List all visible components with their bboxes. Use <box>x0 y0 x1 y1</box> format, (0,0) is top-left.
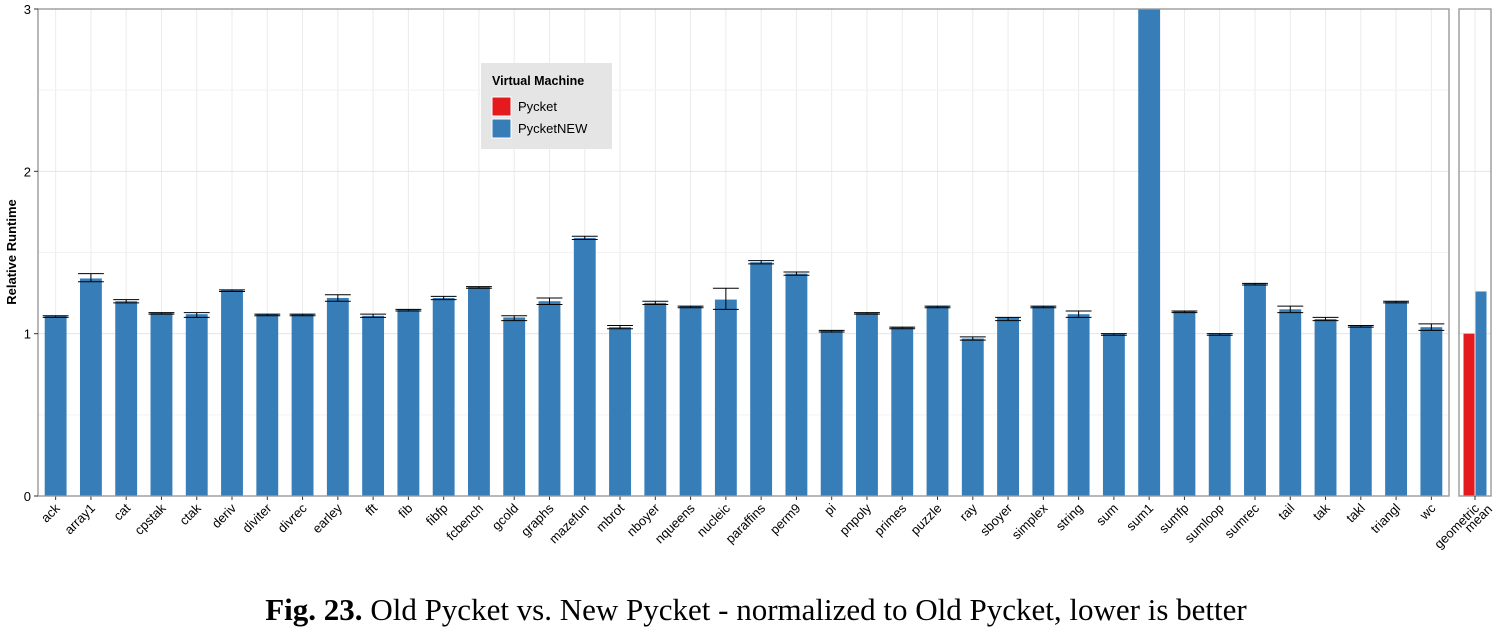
y-axis: 0 1 2 3 <box>24 2 38 504</box>
y-tick-label: 1 <box>24 327 31 342</box>
x-tick-label: sumloop <box>1181 501 1226 546</box>
bar-array1 <box>79 278 102 496</box>
caption-text: Old Pycket vs. New Pycket - normalized t… <box>370 592 1247 627</box>
y-axis-label: Relative Runtime <box>4 199 19 304</box>
bar-tak <box>1314 319 1337 496</box>
bar-wc <box>1420 327 1443 496</box>
figure-caption: Fig. 23. Old Pycket vs. New Pycket - nor… <box>0 592 1512 628</box>
bar-nucleic <box>714 299 737 496</box>
bar-string <box>1067 314 1090 496</box>
bar-triangl <box>1385 301 1408 496</box>
bar-mbrot <box>609 327 631 496</box>
bar-divrec <box>291 314 314 496</box>
bar-tail <box>1279 309 1302 496</box>
legend-label-pycketnew: PycketNEW <box>518 121 588 136</box>
bar-pi <box>820 330 843 496</box>
x-tick-label: ray <box>957 500 981 524</box>
bar-perm9 <box>785 273 808 496</box>
bar-mean-pycketnew <box>1475 291 1487 496</box>
bar-simplex <box>1032 306 1055 496</box>
x-tick-label: paraffins <box>723 500 769 546</box>
x-tick-label: mbrot <box>593 500 627 534</box>
bar-fft <box>362 315 385 496</box>
x-tick-label: fib <box>395 501 415 521</box>
bar-mean-pycket <box>1463 333 1475 496</box>
x-tick-label: pnpoly <box>836 500 874 538</box>
bar-graphs <box>538 301 561 496</box>
bar-pnpoly <box>856 312 878 496</box>
x-tick-label: string <box>1053 501 1086 534</box>
y-tick-label: 0 <box>24 489 31 504</box>
legend-key-pycketnew <box>491 118 512 139</box>
x-tick-label: cat <box>110 500 133 523</box>
x-tick-label: ack <box>38 500 63 525</box>
y-tick-label: 2 <box>24 164 31 179</box>
bar-deriv <box>221 289 243 496</box>
x-tick-label: array1 <box>61 501 98 538</box>
bar-sumfp <box>1173 310 1196 496</box>
x-tick-label: diviter <box>239 500 275 536</box>
x-tick-label: fft <box>362 500 380 518</box>
bar-sum1 <box>1138 9 1161 496</box>
x-tick-label: pi <box>821 500 839 518</box>
bar-takl <box>1349 325 1372 496</box>
bar-sum <box>1102 333 1125 496</box>
x-tick-label: deriv <box>209 500 240 531</box>
x-tick-label: mazefun <box>546 501 592 547</box>
x-tick-label: perm9 <box>767 501 804 538</box>
bar-ctak <box>185 314 208 496</box>
x-tick-label: tak <box>1310 500 1333 523</box>
x-tick-label: fibfp <box>423 501 451 529</box>
bar-diviter <box>256 314 279 496</box>
bar-puzzle <box>926 306 949 496</box>
legend: Virtual Machine Pycket PycketNEW <box>481 63 612 149</box>
x-tick-label: cpstak <box>131 500 169 538</box>
x-tick-label: sum <box>1093 501 1121 529</box>
x-tick-label: earley <box>309 500 345 536</box>
x-tick-label: divrec <box>275 500 310 535</box>
bar-cat <box>115 301 138 496</box>
x-tick-label: nqueens <box>652 500 698 546</box>
main-panel-border <box>37 8 1450 497</box>
bar-fib <box>397 309 420 496</box>
x-tick-label: triangl <box>1368 500 1404 536</box>
x-tick-label: fcbench <box>443 501 486 544</box>
x-tick-label: gcold <box>489 501 522 534</box>
x-tick-label: sumrec <box>1221 500 1262 541</box>
x-tick-label: primes <box>871 500 910 539</box>
bar-sumloop <box>1208 333 1231 496</box>
bar-ack <box>44 315 67 496</box>
legend-label-pycket: Pycket <box>518 99 557 114</box>
bar-sumrec <box>1244 283 1266 496</box>
bar-earley <box>326 297 349 496</box>
bar-paraffins <box>750 262 773 496</box>
bar-fcbench <box>468 286 490 496</box>
x-tick-label: wc <box>1416 500 1439 523</box>
x-tick-label: takl <box>1343 500 1368 525</box>
caption-label: Fig. 23. <box>265 592 363 627</box>
bar-gcold <box>503 317 526 496</box>
bar-primes <box>891 327 914 496</box>
bar-fibfp <box>432 297 455 496</box>
legend-title: Virtual Machine <box>492 74 584 88</box>
x-tick-label: tail <box>1275 500 1297 522</box>
bar-nboyer <box>644 302 667 496</box>
legend-key-pycket <box>491 96 512 117</box>
bar-nqueens <box>679 306 702 496</box>
x-tick-label: simplex <box>1009 500 1051 542</box>
y-tick-label: 3 <box>24 2 31 17</box>
x-tick-label: puzzle <box>907 501 944 538</box>
bar-ray <box>961 338 984 496</box>
x-tick-label: ctak <box>176 500 204 528</box>
bar-cpstak <box>150 312 173 496</box>
bar-sboyer <box>997 317 1019 496</box>
bar-mazefun <box>573 237 596 496</box>
x-tick-label: sum1 <box>1123 501 1156 534</box>
